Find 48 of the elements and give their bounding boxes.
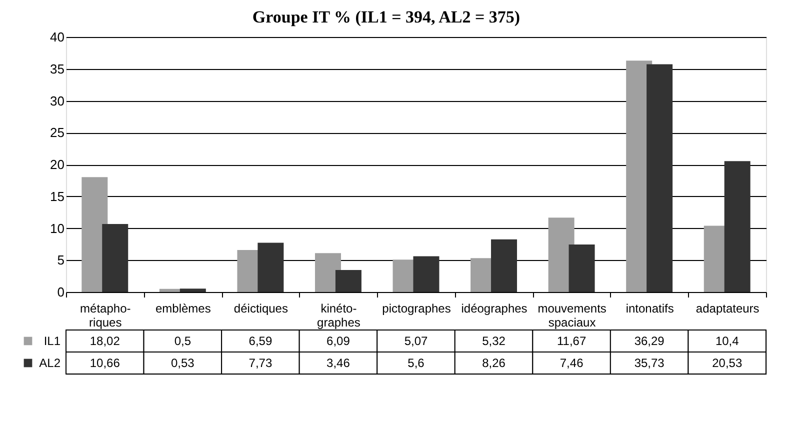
data-label: 7,46 — [560, 356, 584, 370]
bar — [724, 161, 750, 292]
x-tick-label: métapho- riques — [80, 302, 131, 330]
data-label: 10,66 — [90, 356, 120, 370]
data-label: 5,6 — [408, 356, 425, 370]
data-label: 18,02 — [90, 334, 120, 348]
bar — [258, 242, 284, 292]
x-tick-label: emblèmes — [155, 302, 211, 316]
bar — [646, 64, 673, 292]
bar — [568, 244, 595, 292]
y-tick-label: 35 — [50, 61, 64, 76]
data-label: 35,73 — [634, 356, 665, 370]
data-label: 0,5 — [174, 334, 192, 348]
y-tick-label: 0 — [57, 284, 64, 300]
data-label: 36,29 — [634, 334, 665, 348]
x-tick-label: pictographes — [382, 302, 451, 316]
y-tick-label: 20 — [50, 157, 64, 172]
y-tick-label: 15 — [50, 188, 64, 204]
y-tick-label: 10 — [50, 220, 64, 236]
data-label: 0,53 — [170, 356, 195, 370]
y-tick-label: 5 — [57, 252, 64, 268]
x-tick-label: kinéto- graphes — [317, 302, 360, 330]
bar — [413, 256, 440, 292]
data-label: 7,73 — [248, 356, 272, 370]
x-tick-label: adaptateurs — [696, 302, 760, 316]
bar — [491, 239, 518, 292]
x-tick-label: idéographes — [461, 302, 528, 316]
data-label: 6,09 — [326, 334, 350, 348]
data-label: 8,26 — [482, 356, 506, 370]
x-tick-label: mouvements spaciaux — [538, 302, 606, 330]
x-tick-label: déictiques — [234, 302, 288, 316]
bar — [180, 288, 206, 292]
data-label: 10,4 — [715, 334, 740, 348]
chart-title: Groupe IT % (IL1 = 394, AL2 = 375) — [252, 8, 520, 26]
legend-label: AL2 — [39, 356, 61, 370]
data-label: 3,46 — [326, 356, 350, 370]
legend-label: IL1 — [44, 334, 61, 348]
data-label: 5,07 — [404, 334, 428, 348]
data-label: 20,53 — [712, 356, 742, 370]
data-label: 6,59 — [248, 334, 272, 348]
data-label: 5,32 — [482, 334, 506, 348]
data-label: 11,67 — [556, 334, 586, 348]
x-tick-label: intonatifs — [626, 302, 674, 316]
y-tick-label: 25 — [50, 125, 64, 140]
bar — [102, 224, 128, 292]
y-tick-label: 40 — [50, 30, 64, 44]
bar — [335, 270, 362, 292]
y-tick-label: 30 — [50, 93, 64, 108]
